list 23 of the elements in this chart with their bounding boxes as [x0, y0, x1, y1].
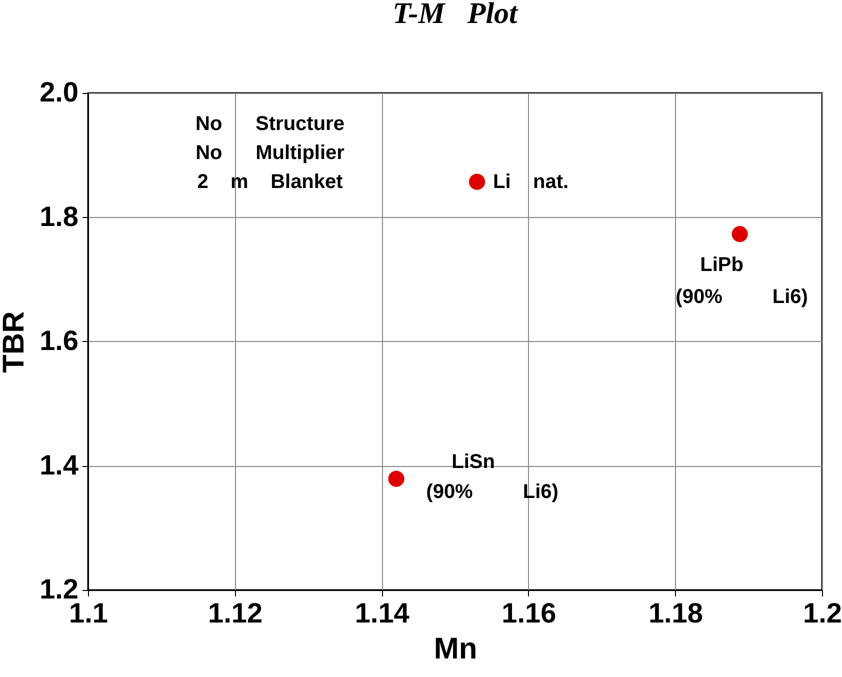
y-tick-label: 1.4	[40, 449, 79, 480]
annotation: LiPb	[700, 254, 744, 276]
annotation: (90% Li6)	[426, 480, 558, 503]
x-tick-label: 1.14	[354, 598, 410, 628]
y-axis-title: TBR	[0, 310, 31, 373]
annotation: No Multiplier	[196, 142, 345, 164]
x-tick-label: 1.16	[502, 598, 556, 628]
point	[468, 174, 486, 190]
chart-title: T-M Plot	[392, 0, 520, 30]
y-tick-label: 1.8	[40, 200, 78, 232]
x-tick-label: 1.2	[803, 598, 842, 628]
annotation: 2 m Blanket	[197, 171, 344, 193]
x-tick-label: 1.18	[648, 598, 703, 628]
annotation: Li nat.	[493, 170, 569, 193]
x-axis-title: Mn	[434, 632, 478, 666]
point	[388, 470, 404, 487]
annotation: LiSn	[452, 450, 495, 473]
y-tick-label: 1.6	[40, 325, 78, 356]
annotation: (90% Li6)	[676, 286, 808, 308]
annotation: No Structure	[196, 113, 344, 135]
y-tick-label: 2.0	[40, 76, 78, 108]
point	[732, 226, 748, 242]
x-tick-label: 1.12	[208, 598, 263, 628]
